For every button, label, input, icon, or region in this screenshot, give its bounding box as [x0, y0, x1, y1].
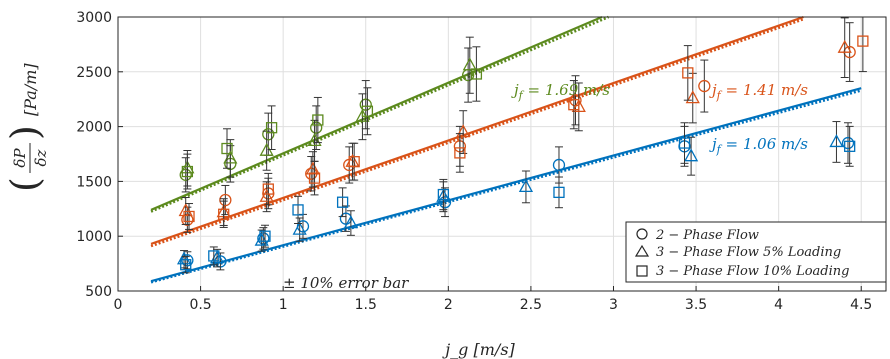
data-point-square: [348, 156, 360, 168]
data-point-square: [208, 250, 220, 262]
y-axis-label: ( δP δz ) [Pa/m]: [3, 63, 50, 192]
data-point-circle: [219, 193, 232, 207]
data-point-triangle: [685, 90, 700, 104]
data-point-square: [437, 188, 450, 201]
data-point-triangle: [292, 221, 307, 235]
y-label-denominator: δz: [32, 149, 50, 166]
x-tick-label: 4: [774, 297, 783, 313]
fit-line-dotted: [150, 15, 610, 213]
data-point-triangle: [518, 179, 534, 193]
legend-square-icon: [636, 265, 648, 277]
y-label-unit: [Pa/m]: [21, 63, 40, 116]
label-jf-141: jf = 1.41 m/s: [709, 81, 808, 102]
x-tick-label: 1: [279, 297, 288, 313]
data-point-square: [454, 147, 466, 159]
x-tick-label: 2.5: [520, 297, 542, 313]
data-point-circle: [438, 196, 452, 209]
y-label-paren-right: ): [3, 125, 47, 140]
x-tick-label: 3: [609, 297, 618, 313]
legend-box: [625, 221, 887, 283]
x-tick-label: 0.5: [189, 297, 211, 313]
legend-label-2phase: 2 − Phase Flow: [655, 228, 759, 243]
data-point-circle: [179, 168, 192, 181]
y-tick-label: 1500: [76, 174, 112, 190]
data-point-square: [844, 140, 856, 152]
data-point-triangle: [462, 57, 477, 71]
legend: 2 − Phase Flow 3 − Phase Flow 5% Loading…: [625, 221, 887, 283]
fit-line-dotted: [150, 89, 862, 284]
y-tick-label: 3000: [76, 10, 112, 26]
y-label-paren-left: (: [3, 177, 47, 192]
x-tick-label: 4.5: [850, 297, 872, 313]
axis-ticks: 0 0.5 1 1.5 2 2.5 3 3.5 4 4.5 500 1000 1500 2000 2500 3…: [76, 10, 872, 313]
data-point-square: [221, 142, 233, 155]
data-point-triangle: [829, 134, 844, 148]
x-tick-label: 1.5: [355, 297, 377, 313]
data-point-triangle: [259, 188, 274, 202]
data-point-square: [361, 105, 374, 117]
data-point-circle: [359, 98, 372, 111]
error-bar-note: ± 10% error bar: [283, 274, 409, 292]
label-jf-106: jf = 1.06 m/s: [709, 135, 808, 156]
data-point-circle: [310, 121, 323, 134]
legend-circle-icon: [636, 228, 648, 240]
data-point-square: [181, 165, 194, 178]
legend-label-3phase-5: 3 − Phase Flow 5% Loading: [656, 245, 841, 260]
fit-line-solid: [150, 15, 603, 211]
legend-label-3phase-10: 3 − Phase Flow 10% Loading: [656, 264, 849, 279]
data-point-circle: [262, 128, 275, 141]
data-point-square: [259, 230, 271, 242]
data-point-square: [857, 35, 869, 47]
data-point-square: [336, 196, 349, 208]
data-point-square: [553, 186, 565, 199]
data-points: [176, 17, 869, 274]
x-axis-label: j_g [m/s]: [442, 340, 515, 359]
data-point-square: [312, 114, 324, 126]
fit-lines: [150, 15, 862, 284]
legend-triangle-icon: [634, 244, 650, 257]
data-point-square: [568, 99, 580, 111]
fit-line-dotted: [150, 17, 804, 248]
data-point-square: [265, 122, 278, 134]
data-point-square: [183, 210, 195, 223]
x-tick-label: 3.5: [685, 297, 707, 313]
y-tick-label: 1000: [76, 229, 112, 245]
data-point-triangle: [684, 148, 699, 162]
x-tick-label: 2: [444, 297, 453, 313]
data-point-square: [470, 68, 483, 80]
y-label-numerator: δP: [11, 148, 29, 168]
data-point-circle: [257, 232, 270, 245]
fit-line-solid: [150, 87, 862, 283]
plot-frame: [117, 16, 887, 292]
data-point-square: [308, 172, 321, 184]
data-point-triangle: [305, 161, 320, 175]
data-point-triangle: [456, 124, 471, 138]
data-point-square: [180, 259, 192, 271]
data-point-triangle: [571, 99, 586, 113]
data-point-square: [682, 67, 694, 79]
data-point-square: [262, 183, 274, 195]
data-point-circle: [698, 79, 711, 93]
data-point-circle: [841, 136, 855, 150]
y-tick-label: 500: [85, 284, 112, 300]
data-point-triangle: [837, 39, 852, 53]
data-point-circle: [552, 158, 566, 172]
label-jf-169: jf = 1.69 m/s: [511, 81, 610, 102]
data-point-square: [218, 208, 230, 220]
data-point-triangle: [343, 215, 358, 229]
y-tick-label: 2500: [76, 65, 112, 81]
x-tick-label: 0: [114, 297, 123, 313]
y-tick-label: 2000: [76, 120, 112, 136]
data-point-circle: [181, 213, 194, 226]
fit-line-solid: [150, 15, 804, 245]
data-point-square: [678, 137, 691, 149]
data-point-triangle: [176, 251, 192, 265]
data-point-square: [292, 204, 304, 216]
